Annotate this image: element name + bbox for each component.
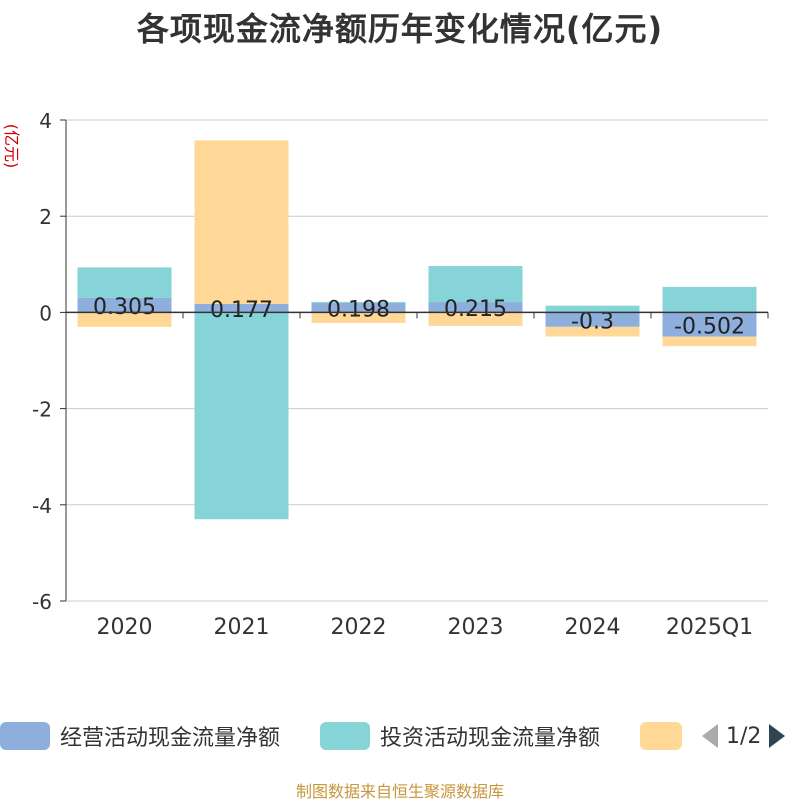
legend-swatch (0, 722, 50, 750)
legend-label: 经营活动现金流量净额 (60, 726, 281, 751)
bar-2022 (311, 302, 406, 313)
bar-2021 (194, 140, 289, 304)
bar-2020 (77, 297, 172, 313)
legend-item-operating[interactable]: 经营活动现金流量净额 (0, 716, 280, 756)
bar-2022 (311, 312, 406, 323)
legend-item-financing[interactable] (640, 716, 682, 756)
pager-prev-icon[interactable] (700, 722, 720, 750)
x-tick-label: 2021 (214, 615, 270, 640)
bar-2023 (428, 312, 523, 326)
chart-plot: 4 2 0 -2 -4 -6 (亿元) 0.305 0.177 0.198 0.215 -0.3 -0.… (2, 109, 769, 640)
bar-2022 (311, 301, 406, 303)
legend-pager: 1/2 (700, 716, 787, 756)
x-tick-label: 2020 (97, 615, 153, 640)
x-tick-label: 2025Q1 (666, 615, 753, 640)
pager-next-icon[interactable] (767, 722, 787, 750)
bar-2025Q1 (662, 312, 757, 337)
x-tick-label: 2024 (565, 615, 621, 640)
y-tick-label: 0 (39, 301, 52, 325)
bar-2021 (194, 303, 289, 313)
x-tick-label: 2022 (331, 615, 387, 640)
bar-2025Q1 (662, 336, 757, 347)
legend: 经营活动现金流量净额 投资活动现金流量净额 1/2 (0, 716, 800, 756)
source-note: 制图数据来自恒生聚源数据库 (295, 782, 504, 801)
bar-2023 (428, 302, 523, 313)
y-tick-label: 4 (39, 109, 52, 133)
bar-2024 (545, 312, 640, 327)
chart-title: 各项现金流净额历年变化情况(亿元) (136, 10, 664, 48)
data-label: 0.215 (444, 297, 507, 322)
y-axis-label: (亿元) (2, 124, 21, 169)
data-label: 0.305 (93, 295, 156, 320)
bar-2025Q1 (662, 286, 757, 313)
y-tick-label: -6 (32, 590, 52, 614)
data-label: 0.177 (210, 298, 273, 323)
x-tick-label: 2023 (448, 615, 504, 640)
y-tick-label: -4 (32, 494, 52, 518)
y-tick-label: -2 (32, 398, 52, 422)
data-label: -0.3 (571, 310, 614, 335)
bar-2024 (545, 326, 640, 337)
bar-2020 (77, 267, 172, 298)
data-label: -0.502 (674, 314, 745, 339)
data-label: 0.198 (327, 298, 390, 323)
bar-2020 (77, 312, 172, 327)
legend-swatch (320, 722, 370, 750)
y-tick-label: 2 (39, 205, 52, 229)
legend-swatch (640, 722, 682, 750)
legend-label: 投资活动现金流量净额 (380, 726, 601, 751)
bar-2021 (194, 312, 289, 520)
pager-text: 1/2 (726, 723, 762, 749)
bar-2023 (428, 265, 523, 303)
bar-2024 (545, 305, 640, 313)
legend-item-investing[interactable]: 投资活动现金流量净额 (320, 716, 600, 756)
